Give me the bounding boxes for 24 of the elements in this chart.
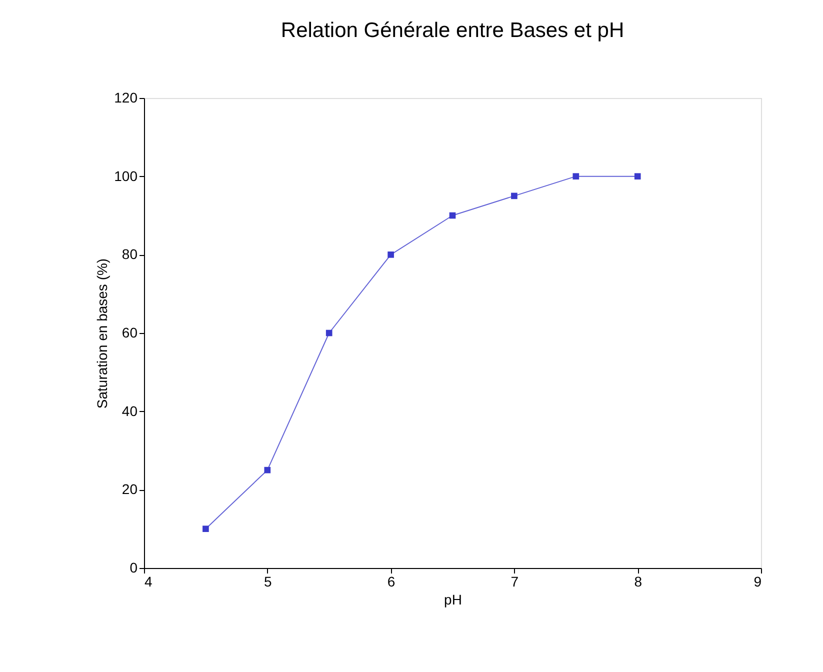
point (326, 330, 332, 336)
y-axis-title: Saturation en bases (%) (94, 258, 110, 409)
chart-title: Relation Générale entre Bases et pH (280, 19, 624, 42)
point (511, 192, 518, 200)
point (264, 466, 271, 474)
point (634, 173, 641, 180)
x-tick-label: 9 (754, 574, 762, 590)
x-tick-label: 4 (144, 574, 152, 590)
x-tick-label: 6 (387, 574, 396, 590)
x-tick-label: 8 (634, 574, 642, 590)
x-axis-title: pH (444, 592, 462, 608)
x-tick-label: 5 (264, 574, 272, 590)
point (388, 252, 394, 258)
x-tick-label: 7 (510, 574, 519, 590)
y-tick-label: 0 (130, 560, 138, 576)
y-tick-label: 80 (122, 246, 138, 262)
y-tick-label: 120 (114, 90, 138, 106)
point (202, 526, 209, 532)
y-tick-label: 60 (122, 324, 138, 340)
y-tick-label: 20 (122, 481, 138, 498)
y-tick-label: 100 (114, 168, 138, 184)
point (572, 173, 580, 180)
y-tick-label: 40 (122, 402, 138, 419)
point (449, 212, 456, 219)
